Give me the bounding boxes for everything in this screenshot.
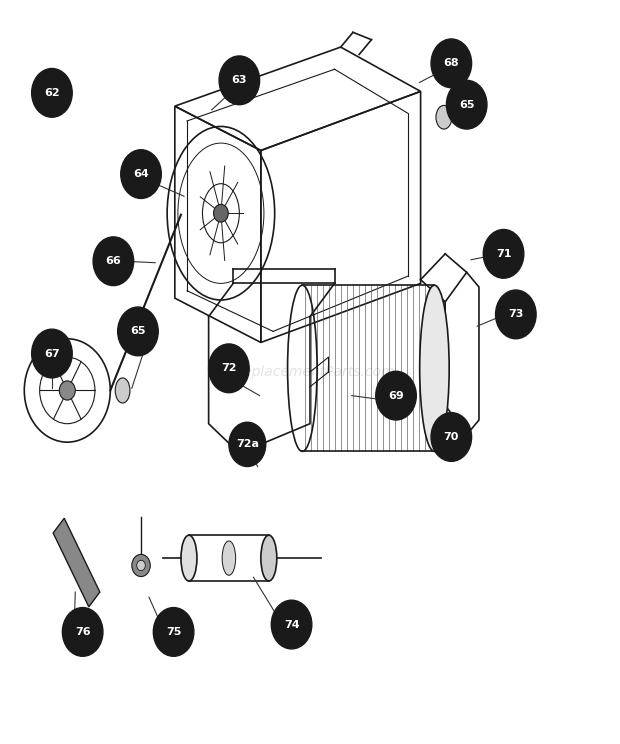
Circle shape — [137, 560, 145, 571]
Circle shape — [495, 290, 536, 339]
Ellipse shape — [261, 535, 277, 581]
Text: 72a: 72a — [236, 440, 259, 449]
Text: 66: 66 — [105, 256, 122, 266]
Ellipse shape — [181, 535, 197, 581]
Circle shape — [208, 344, 249, 393]
Text: 70: 70 — [444, 432, 459, 442]
Text: 68: 68 — [443, 58, 459, 68]
Text: 67: 67 — [44, 348, 60, 359]
Text: 63: 63 — [232, 75, 247, 86]
Text: 64: 64 — [133, 169, 149, 179]
Circle shape — [32, 329, 72, 378]
Circle shape — [60, 381, 75, 400]
Text: eReplacementParts.com: eReplacementParts.com — [225, 365, 395, 379]
Text: 65: 65 — [130, 327, 146, 336]
Ellipse shape — [436, 106, 452, 129]
Text: 71: 71 — [496, 248, 511, 259]
Circle shape — [213, 205, 228, 222]
Circle shape — [272, 600, 312, 649]
Text: 75: 75 — [166, 627, 181, 637]
Circle shape — [229, 422, 266, 466]
Circle shape — [219, 56, 260, 105]
Circle shape — [93, 237, 134, 286]
Ellipse shape — [222, 541, 236, 575]
Circle shape — [446, 80, 487, 129]
Circle shape — [132, 554, 150, 577]
Circle shape — [153, 608, 194, 656]
Circle shape — [483, 229, 524, 278]
Text: 62: 62 — [44, 88, 60, 98]
Text: 65: 65 — [459, 100, 474, 109]
Circle shape — [431, 413, 472, 461]
Text: 69: 69 — [388, 391, 404, 400]
Circle shape — [376, 371, 416, 420]
Circle shape — [32, 68, 72, 118]
Circle shape — [431, 39, 472, 88]
Circle shape — [121, 150, 161, 199]
Text: 74: 74 — [284, 620, 299, 629]
Polygon shape — [53, 519, 100, 607]
Circle shape — [118, 307, 158, 356]
Text: 76: 76 — [75, 627, 91, 637]
Circle shape — [63, 608, 103, 656]
Ellipse shape — [420, 285, 449, 452]
Ellipse shape — [115, 378, 130, 403]
Text: 73: 73 — [508, 310, 523, 319]
Text: 72: 72 — [221, 363, 237, 373]
